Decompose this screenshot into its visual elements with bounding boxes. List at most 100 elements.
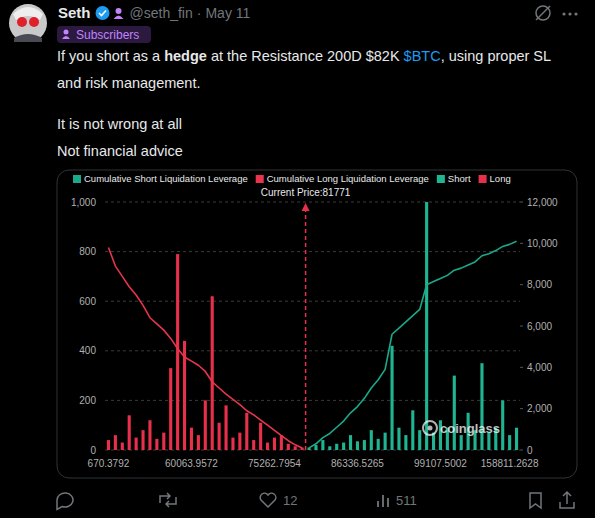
bar: [314, 445, 317, 450]
watermark-icon: [423, 421, 437, 435]
y2-tick-label: 4,000: [527, 362, 552, 373]
bar: [190, 428, 193, 450]
bar: [287, 444, 290, 450]
y2-tick: [520, 326, 523, 327]
bar: [121, 443, 124, 450]
current-price-label: Current Price:81771: [261, 187, 351, 198]
y2-tick: [520, 450, 523, 451]
y2-tick-label: 2,000: [527, 403, 552, 414]
bar: [176, 254, 179, 450]
bar: [148, 420, 151, 450]
plot-area: [107, 202, 518, 450]
legend-swatch: [256, 175, 264, 183]
verified-badge: [96, 6, 110, 20]
bookmark-button[interactable]: [530, 493, 541, 508]
x-tick-label: 158811.2628: [481, 458, 539, 469]
bar: [197, 435, 200, 450]
grid-line: [105, 400, 520, 401]
bar: [460, 435, 463, 450]
like-count: 12: [283, 493, 297, 508]
share-button[interactable]: [560, 492, 574, 508]
y-tick-label: 400: [79, 345, 96, 356]
y2-tick-label: 6,000: [527, 321, 552, 332]
bar: [218, 423, 221, 450]
bar: [335, 444, 338, 450]
y-tick-label: 800: [79, 246, 96, 257]
bar: [342, 443, 345, 450]
y-tick-label: 1,000: [71, 197, 96, 208]
bar: [266, 443, 269, 450]
x-tick-label: 86336.5265: [331, 458, 384, 469]
post-paragraph: If you short as a hedge at the Resistanc…: [57, 43, 577, 97]
legend-label: Cumulative Short Liquidation Leverage: [84, 173, 248, 184]
y2-tick: [520, 243, 523, 244]
post-text: It is not wrong at all: [57, 116, 182, 132]
legend-label: Short: [448, 173, 471, 184]
bar: [328, 446, 331, 450]
separator: ·: [197, 5, 202, 21]
bar: [107, 440, 110, 450]
post-text: Not financial advice: [57, 143, 183, 159]
bar: [425, 202, 428, 450]
x-tick-label: 75262.7954: [248, 458, 301, 469]
bar: [411, 410, 414, 450]
grid-line: [105, 450, 520, 451]
bar: [453, 376, 456, 450]
grid-line: [105, 301, 520, 302]
bar: [501, 400, 504, 450]
bar: [384, 433, 387, 450]
subscriber-icon: [114, 8, 124, 19]
x-tick-label: 99107.5002: [414, 458, 467, 469]
bar: [377, 439, 380, 450]
bar: [204, 400, 207, 450]
grid-line: [105, 350, 520, 351]
legend-swatch: [73, 175, 81, 183]
bar: [245, 413, 248, 450]
bar: [162, 433, 165, 450]
y2-tick: [520, 202, 523, 203]
cashtag[interactable]: $BTC: [404, 48, 441, 64]
legend-swatch: [437, 175, 445, 183]
bar: [128, 415, 131, 450]
bar: [404, 435, 407, 450]
bar: [480, 363, 483, 450]
bar: [141, 430, 144, 450]
grid-line: [105, 202, 520, 203]
like-button[interactable]: [260, 493, 276, 507]
more-button[interactable]: [562, 12, 577, 15]
x-tick-label: 60063.9572: [165, 458, 218, 469]
bar: [155, 439, 158, 450]
bar: [259, 423, 262, 450]
y-tick-label: 600: [79, 296, 96, 307]
post-date: May 11: [205, 5, 250, 21]
bar: [418, 430, 421, 450]
post-text: at the Resistance 200D $82K: [207, 48, 404, 64]
bar: [114, 435, 117, 450]
x-tick-label: 670.3792: [88, 458, 130, 469]
y2-tick: [520, 408, 523, 409]
current-price-marker: [302, 203, 310, 450]
bar: [356, 441, 359, 450]
bar: [321, 440, 324, 450]
repost-button[interactable]: [160, 493, 176, 507]
author-handle: @seth_fin: [130, 5, 193, 21]
view-count: 511: [396, 493, 417, 508]
bar: [370, 430, 373, 450]
grid-line: [105, 251, 520, 252]
bar: [135, 438, 138, 450]
views-icon: [378, 495, 388, 507]
legend-label: Cumulative Long Liquidation Leverage: [267, 173, 429, 184]
bar: [508, 435, 511, 450]
y2-tick-label: 8,000: [527, 279, 552, 290]
bar: [515, 428, 518, 450]
bar: [280, 435, 283, 450]
bar: [397, 428, 400, 450]
post-paragraph: It is not wrong at all: [57, 111, 577, 138]
watermark: coinglass: [440, 421, 500, 436]
bar: [224, 405, 227, 450]
y-tick-label: 0: [90, 445, 96, 456]
bar: [390, 346, 393, 450]
y2-tick-label: 10,000: [527, 238, 558, 249]
avatar: [9, 4, 47, 42]
reply-button[interactable]: [57, 493, 73, 509]
